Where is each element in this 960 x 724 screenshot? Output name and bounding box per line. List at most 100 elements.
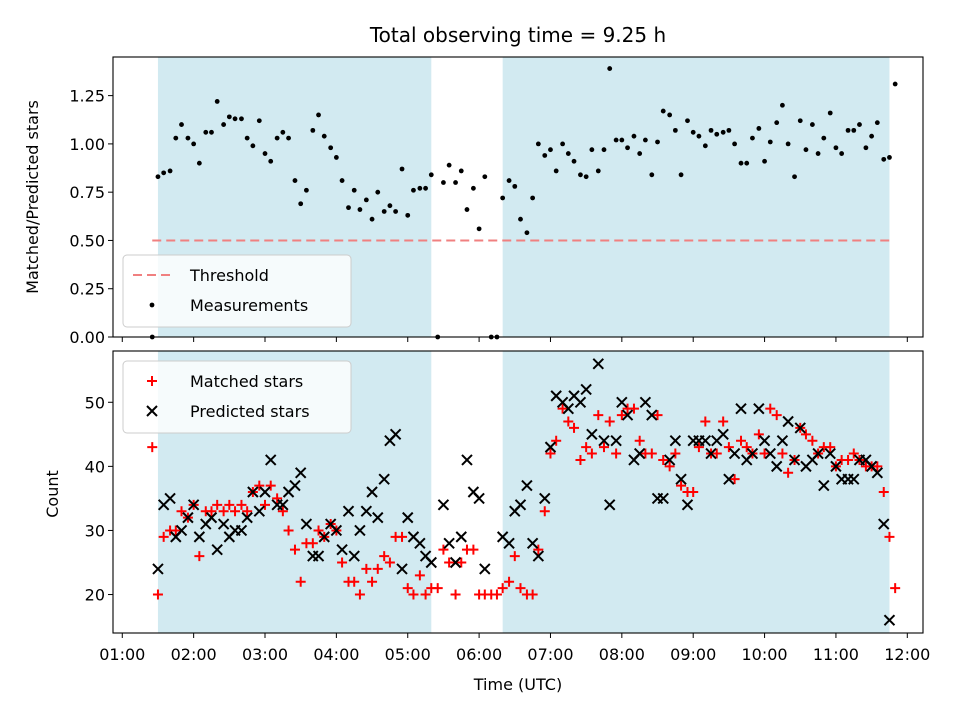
matched-star-point — [283, 525, 294, 536]
predicted-star-point — [217, 518, 230, 530]
matched-star-point — [848, 448, 859, 459]
matched-star-point — [527, 589, 538, 600]
measurement-point — [268, 158, 274, 164]
measurement-point — [196, 160, 202, 166]
measurement-point — [637, 151, 643, 156]
matched-star-point — [783, 467, 794, 478]
matched-star-point — [354, 589, 365, 600]
predicted-star-point — [639, 396, 652, 408]
measurement-point — [565, 151, 571, 156]
predicted-star-point — [717, 428, 729, 441]
measurement-point — [874, 120, 880, 126]
x-tick-label: 03:00 — [242, 645, 288, 664]
predicted-star-point — [342, 505, 355, 517]
measurement-point — [881, 156, 887, 162]
matched-star-point — [569, 422, 580, 433]
measurement-point — [292, 178, 298, 183]
matched-star-point — [611, 448, 622, 459]
predicted-star-point — [193, 531, 206, 543]
measurement-point — [750, 135, 755, 141]
matched-star-point — [147, 376, 157, 386]
measurement-point — [869, 133, 875, 139]
matched-star-point — [236, 499, 247, 510]
measurement-point — [827, 110, 833, 116]
predicted-star-point — [336, 543, 348, 556]
matched-star-point — [670, 448, 681, 459]
predicted-star-point — [657, 492, 669, 505]
predicted-star-point — [592, 358, 604, 370]
observing-window-shade — [502, 57, 890, 337]
matched-star-point — [557, 403, 568, 414]
matched-star-point — [723, 442, 734, 453]
matched-star-point — [616, 410, 627, 421]
predicted-star-point — [265, 454, 277, 466]
matched-star-point — [598, 442, 609, 453]
measurement-point — [351, 187, 357, 193]
matched-star-point — [408, 589, 419, 600]
predicted-star-point — [580, 383, 592, 396]
matched-star-point — [593, 410, 604, 421]
matched-star-point — [444, 557, 455, 568]
predicted-star-point — [294, 467, 307, 479]
matched-star-point — [890, 583, 901, 594]
matched-star-point — [563, 416, 574, 427]
measurement-point — [262, 151, 268, 156]
measurement-point — [762, 158, 767, 164]
measurement-point — [780, 102, 785, 108]
measurement-point — [239, 116, 244, 122]
predicted-star-point — [461, 454, 473, 466]
measurement-point — [548, 147, 553, 153]
measurement-point — [280, 129, 286, 135]
predicted-star-point — [479, 563, 491, 575]
predicted-star-point — [187, 499, 200, 511]
measurement-point — [155, 174, 161, 180]
predicted-star-point — [699, 435, 712, 447]
predicted-star-point — [776, 435, 789, 447]
y-tick-label: 0.75 — [69, 183, 105, 202]
predicted-star-point — [753, 402, 765, 415]
matched-star-point — [491, 589, 502, 600]
measurement-point — [738, 160, 744, 166]
x-tick-label: 01:00 — [99, 645, 145, 664]
predicted-star-point — [182, 511, 194, 524]
matched-star-point — [497, 583, 508, 594]
x-tick-label: 08:00 — [599, 645, 645, 664]
measurement-point — [464, 207, 470, 212]
x-tick-label: 11:00 — [813, 645, 859, 664]
predicted-star-point — [770, 460, 783, 473]
matched-star-point — [277, 506, 288, 517]
measurement-point — [328, 145, 334, 151]
measurement-point — [423, 185, 428, 191]
predicted-star-point — [818, 479, 830, 492]
predicted-star-point — [289, 479, 301, 492]
measurement-point — [767, 139, 773, 145]
measurement-point — [714, 131, 720, 137]
matched-star-point — [420, 589, 431, 600]
predicted-star-point — [259, 486, 271, 498]
measurement-point — [821, 135, 827, 141]
predicted-star-point — [164, 492, 176, 505]
predicted-star-point — [312, 550, 325, 562]
measurement-point — [346, 205, 351, 211]
y-tick-label: 20 — [85, 586, 105, 605]
matched-star-point — [753, 429, 764, 440]
matched-star-point — [693, 442, 704, 453]
measurement-point — [642, 137, 648, 143]
measurement-point — [578, 172, 583, 178]
matched-star-point — [604, 416, 615, 427]
measurement-point — [453, 180, 458, 185]
measurement-point — [321, 133, 327, 139]
predicted-star-point — [532, 550, 545, 562]
matched-star-point — [504, 576, 515, 587]
measurement-point — [589, 147, 595, 153]
y-tick-label: 1.25 — [69, 87, 105, 106]
counts-panel: 20 30 40 50 01:00 02:00 03:00 04:00 05:00 06:00 07… — [85, 350, 930, 664]
x-tick-label: 09:00 — [670, 645, 716, 664]
matched-star-point — [741, 442, 752, 453]
predicted-star-point — [610, 435, 622, 447]
measurement-point — [655, 139, 660, 145]
measurement-point — [256, 118, 262, 124]
measurement-point — [667, 112, 673, 118]
matched-star-point — [468, 544, 479, 555]
predicted-star-point — [354, 524, 366, 537]
